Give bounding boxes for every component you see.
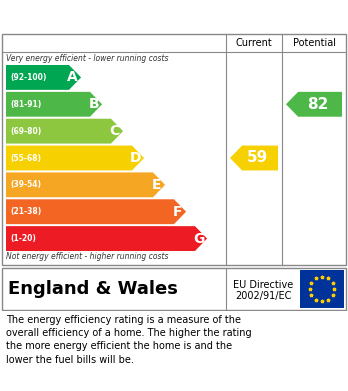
Text: Very energy efficient - lower running costs: Very energy efficient - lower running co… (6, 54, 168, 63)
Text: G: G (193, 231, 204, 246)
Text: B: B (88, 97, 99, 111)
Bar (300, 270, 344, 308)
Text: C: C (110, 124, 120, 138)
Polygon shape (6, 172, 165, 197)
Polygon shape (6, 199, 186, 224)
Text: (1-20): (1-20) (10, 234, 36, 243)
Text: (69-80): (69-80) (10, 127, 41, 136)
Text: F: F (173, 205, 182, 219)
Text: Energy Efficiency Rating: Energy Efficiency Rating (10, 9, 220, 23)
Polygon shape (6, 92, 102, 117)
Polygon shape (6, 65, 81, 90)
Text: A: A (67, 70, 78, 84)
Text: Potential: Potential (293, 38, 335, 48)
Text: (55-68): (55-68) (10, 154, 41, 163)
Text: Current: Current (236, 38, 272, 48)
Text: EU Directive: EU Directive (233, 280, 293, 291)
Polygon shape (230, 145, 278, 170)
Text: (92-100): (92-100) (10, 73, 46, 82)
Text: England & Wales: England & Wales (8, 280, 178, 298)
Polygon shape (6, 119, 123, 143)
Polygon shape (286, 92, 342, 117)
Text: (81-91): (81-91) (10, 100, 41, 109)
Text: E: E (152, 178, 161, 192)
Text: (21-38): (21-38) (10, 207, 41, 216)
Text: 2002/91/EC: 2002/91/EC (235, 291, 291, 301)
Polygon shape (6, 145, 144, 170)
Text: The energy efficiency rating is a measure of the
overall efficiency of a home. T: The energy efficiency rating is a measur… (6, 315, 252, 364)
Text: 59: 59 (247, 151, 268, 165)
Polygon shape (6, 226, 207, 251)
Text: (39-54): (39-54) (10, 180, 41, 189)
Text: Not energy efficient - higher running costs: Not energy efficient - higher running co… (6, 252, 168, 261)
Text: D: D (130, 151, 141, 165)
Text: 82: 82 (307, 97, 328, 112)
